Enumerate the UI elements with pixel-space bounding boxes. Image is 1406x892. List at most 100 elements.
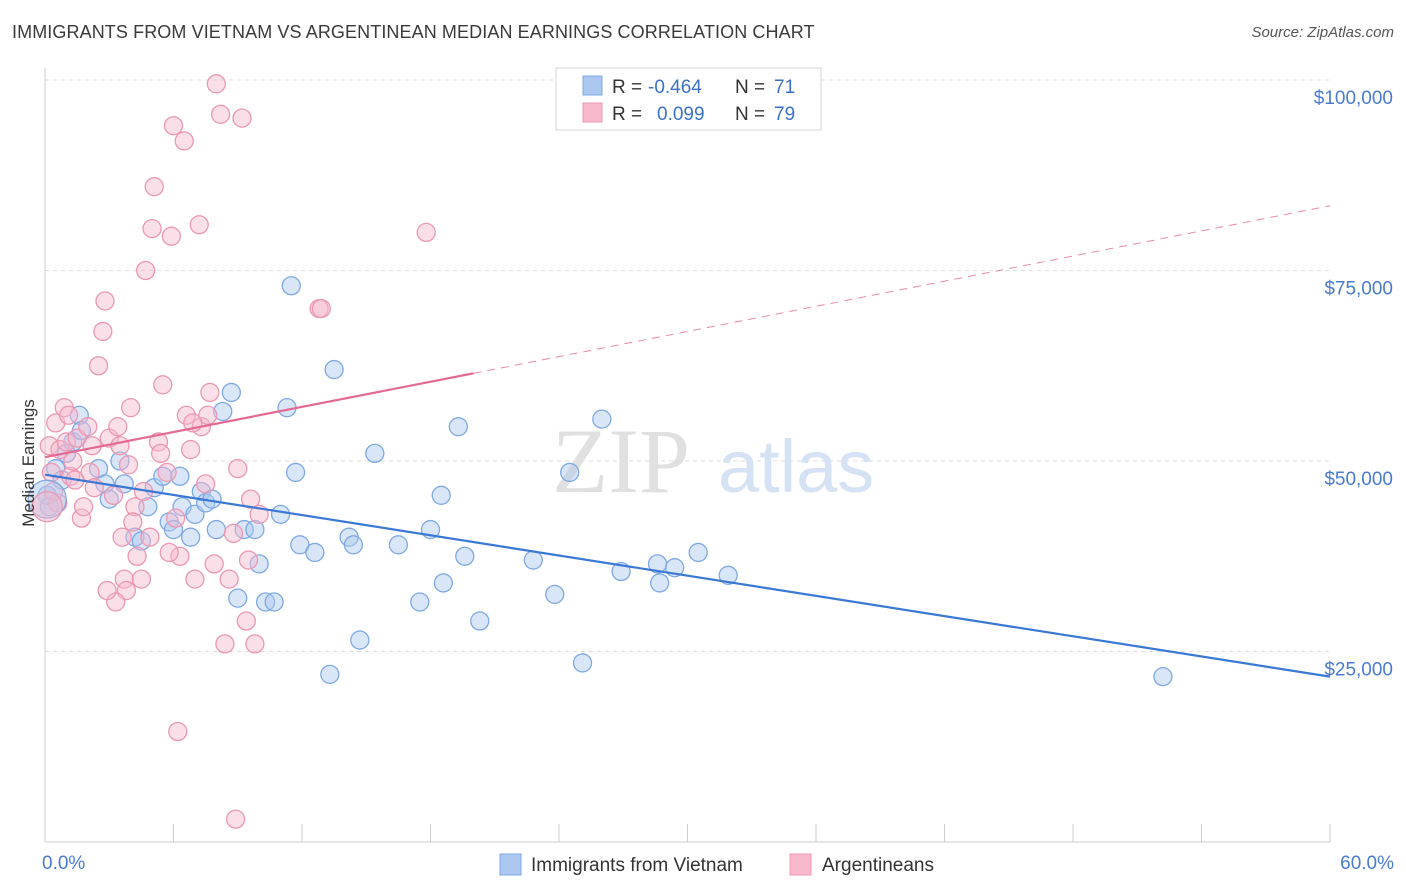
argentinean-point-27 [127, 546, 147, 566]
vietnam-point-36 [270, 504, 291, 524]
stats-swatch-pink [582, 102, 603, 123]
argentinean-point-47 [200, 382, 220, 403]
argentinean-point-58 [245, 634, 265, 654]
legend: Immigrants from Vietnam Argentineans [499, 853, 934, 876]
vietnam-point-58 [560, 462, 580, 483]
argentinean-point-44 [189, 215, 209, 235]
vietnam-point-52 [433, 573, 454, 593]
vietnam-point-41 [305, 542, 325, 563]
argentinean-point-63 [416, 222, 436, 243]
stats-n-value-1: 71 [774, 77, 795, 98]
vietnam-point-29 [221, 382, 241, 403]
vietnam-point-27 [206, 519, 226, 540]
vietnam-point-33 [249, 554, 269, 574]
vietnam-point-66 [718, 565, 738, 585]
argentinean-trend-extension [473, 205, 1331, 374]
vietnam-point-35 [264, 592, 284, 612]
argentinean-point-12 [78, 417, 98, 437]
argentinean-point-37 [163, 116, 184, 136]
argentinean-trend-line [44, 372, 474, 459]
vietnam-point-42 [320, 664, 340, 685]
stats-r-label-2: R = [612, 104, 642, 125]
vietnam-point-54 [455, 546, 475, 566]
y-tick-label-0: $25,000 [1324, 660, 1393, 681]
stats-n-label-1: N = [735, 77, 765, 98]
argentinean-point-1 [41, 462, 62, 483]
trend-layer [44, 205, 1331, 678]
argentinean-point-20 [108, 417, 128, 437]
x-tick-label-max: 60.0% [1340, 853, 1394, 874]
stats-swatch-blue [582, 75, 603, 96]
vietnam-point-31 [234, 519, 254, 540]
vietnam-point-38 [281, 276, 301, 296]
argentinean-point-76 [118, 455, 139, 475]
vietnam-point-65 [688, 542, 708, 563]
chart-title: IMMIGRANTS FROM VIETNAM VS ARGENTINEAN M… [12, 22, 815, 42]
argentinean-point-5 [56, 432, 77, 452]
argentinean-point-74 [238, 550, 259, 570]
argentinean-point-38 [165, 508, 186, 528]
argentinean-point-77 [150, 443, 171, 464]
vietnam-point-60 [592, 409, 612, 429]
vietnam-point-63 [650, 573, 670, 593]
argentinean-point-51 [215, 634, 235, 654]
x-tick-label-min: 0.0% [42, 853, 85, 874]
argentinean-point-55 [232, 108, 252, 128]
vietnam-point-56 [523, 550, 543, 570]
argentinean-point-41 [176, 405, 197, 425]
argentinean-point-43 [185, 569, 205, 589]
argentinean-point-52 [219, 569, 239, 589]
legend-swatch-argentineans [789, 853, 812, 876]
argentinean-point-8 [63, 451, 83, 471]
watermark: ZIP atlas [552, 410, 874, 512]
y-tick-label-2: $75,000 [1324, 279, 1393, 300]
vietnam-point-39 [285, 462, 306, 483]
argentinean-cluster-point [31, 491, 63, 523]
grid-layer [45, 79, 1330, 652]
argentinean-point-46 [195, 474, 216, 494]
argentinean-point-35 [157, 462, 177, 483]
y-tick-label-3: $100,000 [1314, 88, 1393, 109]
stats-r-value-1: -0.464 [648, 77, 702, 98]
argentinean-point-40 [174, 131, 194, 151]
vietnam-point-46 [350, 630, 370, 650]
argentinean-point-11 [73, 497, 94, 517]
argentinean-point-75 [123, 512, 143, 532]
argentinean-point-73 [223, 523, 244, 544]
legend-label-vietnam: Immigrants from Vietnam [531, 855, 743, 876]
stats-r-label-1: R = [612, 77, 642, 98]
vietnam-point-55 [470, 611, 490, 631]
vietnam-point-47 [365, 443, 385, 464]
argentinean-point-29 [136, 260, 156, 281]
argentinean-point-53 [225, 809, 246, 829]
argentinean-point-60 [168, 721, 188, 742]
argentinean-point-50 [210, 104, 231, 124]
chart-source: Source: ZipAtlas.com [1251, 24, 1394, 41]
argentinean-point-65 [97, 580, 117, 601]
argentinean-point-16 [93, 321, 113, 342]
watermark-atlas: atlas [718, 425, 874, 508]
vietnam-point-45 [343, 535, 364, 555]
argentinean-point-36 [161, 226, 182, 246]
vietnam-point-32 [245, 519, 265, 540]
vietnam-point-48 [388, 535, 409, 555]
argentinean-point-28 [131, 569, 152, 589]
vietnam-trend-line [44, 473, 1331, 678]
points-layer [27, 74, 1173, 829]
argentinean-point-25 [121, 398, 141, 418]
vietnam-point-53 [448, 417, 468, 437]
argentinean-point-54 [228, 458, 248, 479]
vietnam-point-51 [431, 485, 451, 505]
y-tick-label-1: $50,000 [1324, 469, 1393, 490]
argentinean-point-56 [236, 611, 256, 631]
argentinean-point-17 [95, 291, 115, 311]
argentinean-point-48 [204, 554, 224, 574]
vietnam-point-22 [180, 527, 201, 547]
argentinean-point-67 [159, 542, 179, 563]
argentinean-point-30 [140, 527, 160, 547]
argentinean-point-15 [88, 356, 109, 376]
stats-n-label-2: N = [735, 104, 765, 125]
argentinean-point-34 [153, 375, 173, 395]
legend-label-argentineans: Argentineans [822, 855, 934, 876]
argentinean-point-32 [144, 177, 164, 197]
